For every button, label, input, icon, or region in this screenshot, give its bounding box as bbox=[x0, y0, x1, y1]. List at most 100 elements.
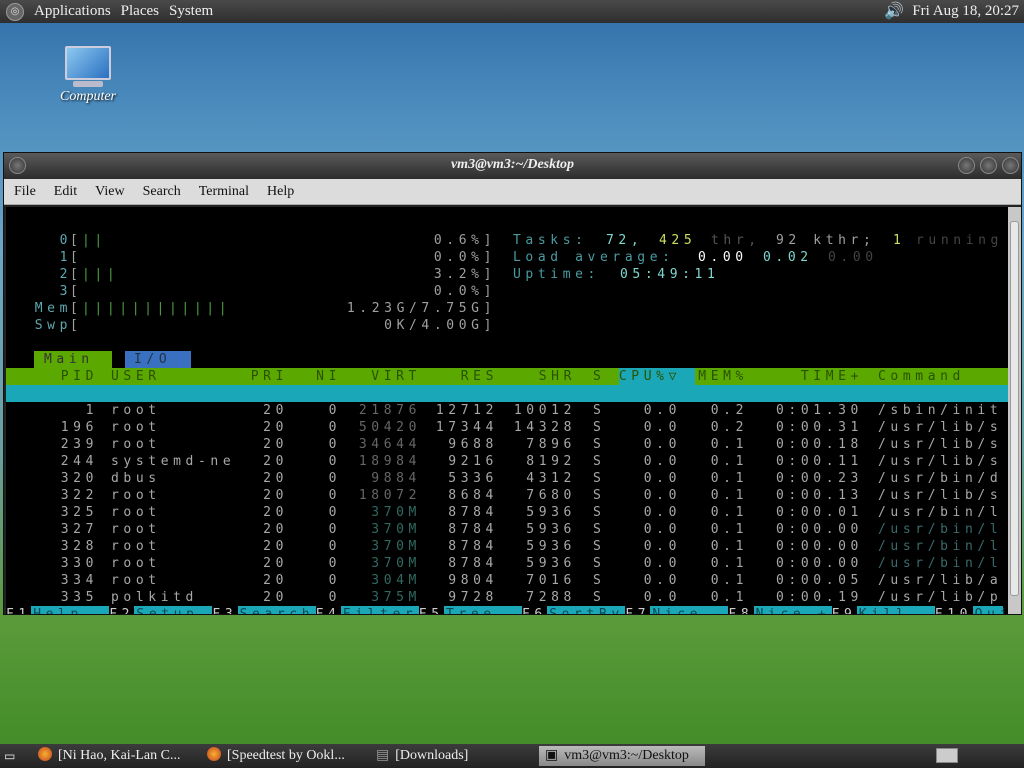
menu-applications[interactable]: Applications bbox=[34, 3, 111, 19]
menu-terminal[interactable]: Terminal bbox=[198, 183, 250, 199]
process-cell[interactable]: 20 bbox=[263, 505, 288, 520]
column-header[interactable]: RES bbox=[460, 369, 498, 384]
process-cell[interactable]: 0.1 bbox=[710, 488, 748, 503]
process-cell[interactable]: /usr/lib/a bbox=[878, 573, 1003, 588]
column-header[interactable]: TIME+ bbox=[800, 369, 863, 384]
process-cell[interactable]: 20 bbox=[263, 556, 288, 571]
menu-system[interactable]: System bbox=[168, 3, 214, 19]
process-cell[interactable]: 370M bbox=[371, 522, 421, 537]
process-cell[interactable]: 0:00.00 bbox=[776, 539, 863, 554]
process-cell[interactable]: 328 bbox=[60, 539, 98, 554]
volume-icon[interactable]: 🔊 bbox=[884, 3, 904, 20]
process-cell[interactable]: 244 bbox=[60, 454, 98, 469]
menu-search[interactable]: Search bbox=[142, 183, 181, 199]
process-cell[interactable]: 0.2 bbox=[710, 403, 748, 418]
title-bar[interactable]: vm3@vm3:~/Desktop bbox=[4, 153, 1021, 179]
process-cell[interactable]: 18984 bbox=[358, 454, 421, 469]
process-cell[interactable]: 10012 bbox=[513, 403, 576, 418]
process-cell[interactable]: polkitd bbox=[111, 590, 198, 605]
process-cell[interactable]: /sbin/init bbox=[878, 403, 1003, 418]
process-cell[interactable]: 0 bbox=[328, 403, 341, 418]
taskbar-item-downloads[interactable]: ▤ [Downloads] bbox=[376, 748, 469, 763]
show-desktop-icon[interactable]: ▭ bbox=[4, 749, 16, 763]
process-cell[interactable]: 0:00.00 bbox=[776, 556, 863, 571]
process-cell[interactable]: 0 bbox=[328, 454, 341, 469]
process-cell[interactable]: 20 bbox=[263, 590, 288, 605]
column-header[interactable]: NI bbox=[316, 369, 341, 384]
process-cell[interactable]: 0 bbox=[328, 437, 341, 452]
process-cell[interactable]: 239 bbox=[60, 437, 98, 452]
process-cell[interactable]: 370M bbox=[371, 556, 421, 571]
process-cell[interactable]: S bbox=[593, 505, 606, 520]
footer-button-quit[interactable] bbox=[972, 606, 1003, 614]
process-cell[interactable]: 20 bbox=[263, 573, 288, 588]
process-cell[interactable]: 0 bbox=[328, 590, 341, 605]
process-cell[interactable]: root bbox=[111, 539, 161, 554]
process-cell[interactable]: 50420 bbox=[358, 420, 421, 435]
taskbar-item-terminal[interactable]: ▣ vm3@vm3:~/Desktop bbox=[539, 746, 705, 766]
process-cell[interactable]: S bbox=[593, 403, 606, 418]
process-cell[interactable]: 0.1 bbox=[710, 556, 748, 571]
process-cell[interactable]: 0 bbox=[328, 471, 341, 486]
process-cell[interactable]: 0.0 bbox=[643, 539, 681, 554]
process-cell[interactable]: 7288 bbox=[526, 590, 576, 605]
column-header[interactable]: S bbox=[593, 369, 606, 384]
process-cell[interactable]: 0.0 bbox=[643, 420, 681, 435]
process-cell[interactable]: 4312 bbox=[526, 471, 576, 486]
process-cell[interactable]: 0:00.11 bbox=[776, 454, 863, 469]
process-cell[interactable]: 8784 bbox=[448, 539, 498, 554]
process-cell[interactable]: S bbox=[593, 590, 606, 605]
process-cell[interactable]: 9804 bbox=[448, 573, 498, 588]
minimize-icon[interactable] bbox=[958, 157, 975, 174]
process-cell[interactable]: 370M bbox=[371, 505, 421, 520]
process-cell[interactable]: 0.2 bbox=[710, 420, 748, 435]
process-cell[interactable]: 14328 bbox=[513, 420, 576, 435]
process-cell[interactable]: /usr/bin/d bbox=[878, 471, 1003, 486]
process-cell[interactable]: 320 bbox=[60, 471, 98, 486]
maximize-icon[interactable] bbox=[980, 157, 997, 174]
process-cell[interactable]: root bbox=[111, 420, 161, 435]
process-cell[interactable]: 0.0 bbox=[643, 471, 681, 486]
process-cell[interactable]: 325 bbox=[60, 505, 98, 520]
column-header[interactable]: CPU%▽ bbox=[618, 369, 681, 384]
process-cell[interactable]: 0.0 bbox=[643, 505, 681, 520]
column-header[interactable]: PRI bbox=[250, 369, 288, 384]
window-menu-icon[interactable] bbox=[9, 157, 26, 174]
footer-button-tree[interactable] bbox=[444, 606, 522, 614]
process-cell[interactable]: 0.1 bbox=[710, 590, 748, 605]
process-cell[interactable]: S bbox=[593, 539, 606, 554]
process-cell[interactable]: 0:00.23 bbox=[776, 471, 863, 486]
process-cell[interactable]: 8784 bbox=[448, 522, 498, 537]
process-cell[interactable]: S bbox=[593, 556, 606, 571]
footer-button-filter[interactable] bbox=[340, 606, 419, 614]
column-header[interactable]: SHR bbox=[538, 369, 576, 384]
process-cell[interactable]: 8192 bbox=[526, 454, 576, 469]
process-cell[interactable]: 18072 bbox=[358, 488, 421, 503]
process-cell[interactable]: 0.1 bbox=[710, 437, 748, 452]
process-cell[interactable]: 0:00.19 bbox=[776, 590, 863, 605]
clock[interactable]: Fri Aug 18, 20:27 bbox=[912, 3, 1019, 19]
process-cell[interactable]: 0 bbox=[328, 505, 341, 520]
column-header[interactable]: USER bbox=[111, 369, 161, 384]
process-cell[interactable]: /usr/bin/l bbox=[878, 539, 1003, 554]
process-cell[interactable]: 0.0 bbox=[643, 454, 681, 469]
process-cell[interactable]: 0:00.05 bbox=[776, 573, 863, 588]
process-cell[interactable]: 330 bbox=[60, 556, 98, 571]
process-cell[interactable]: 0 bbox=[328, 539, 341, 554]
footer-button-setup[interactable] bbox=[134, 606, 213, 614]
process-cell[interactable]: 1 bbox=[85, 403, 98, 418]
process-cell[interactable]: 5936 bbox=[526, 522, 576, 537]
process-cell[interactable]: 0.0 bbox=[643, 522, 681, 537]
column-header[interactable]: PID bbox=[60, 369, 98, 384]
process-cell[interactable]: 20 bbox=[263, 454, 288, 469]
process-cell[interactable]: /usr/lib/s bbox=[878, 454, 1003, 469]
process-cell[interactable]: S bbox=[593, 454, 606, 469]
process-cell[interactable]: 20 bbox=[263, 403, 288, 418]
process-cell[interactable]: 12712 bbox=[435, 403, 498, 418]
process-cell[interactable]: 327 bbox=[60, 522, 98, 537]
process-cell[interactable]: 0:00.00 bbox=[776, 522, 863, 537]
process-cell[interactable]: 9688 bbox=[448, 437, 498, 452]
process-cell[interactable]: /usr/bin/l bbox=[878, 505, 1003, 520]
workspace-switcher[interactable] bbox=[936, 748, 958, 763]
process-cell[interactable]: root bbox=[111, 522, 161, 537]
